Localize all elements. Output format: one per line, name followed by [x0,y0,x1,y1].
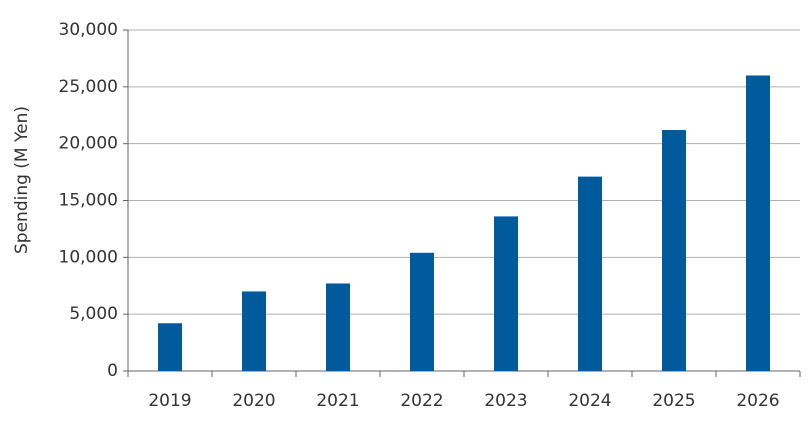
y-tick-label: 20,000 [59,134,118,154]
y-tick-label: 30,000 [59,20,118,40]
x-tick-label: 2021 [316,391,359,411]
x-tick-label: 2025 [652,391,695,411]
bar [158,323,182,371]
bar [662,130,686,371]
y-tick-label: 25,000 [59,77,118,97]
x-tick-label: 2020 [232,391,275,411]
x-tick-label: 2024 [568,391,611,411]
x-tick-label: 2023 [484,391,527,411]
bar [578,176,602,371]
y-tick-label: 10,000 [59,247,118,267]
x-tick-label: 2019 [148,391,191,411]
bar [326,283,350,371]
y-tick-label: 15,000 [59,191,118,211]
x-tick-label: 2022 [400,391,443,411]
bar [746,75,770,371]
x-tick-label: 2026 [736,391,779,411]
bar [410,252,434,371]
bar [494,216,518,371]
y-tick-label: 0 [107,361,118,381]
bar [242,291,266,371]
y-tick-label: 5,000 [69,304,118,324]
y-axis-title: Spending (M Yen) [12,106,32,254]
